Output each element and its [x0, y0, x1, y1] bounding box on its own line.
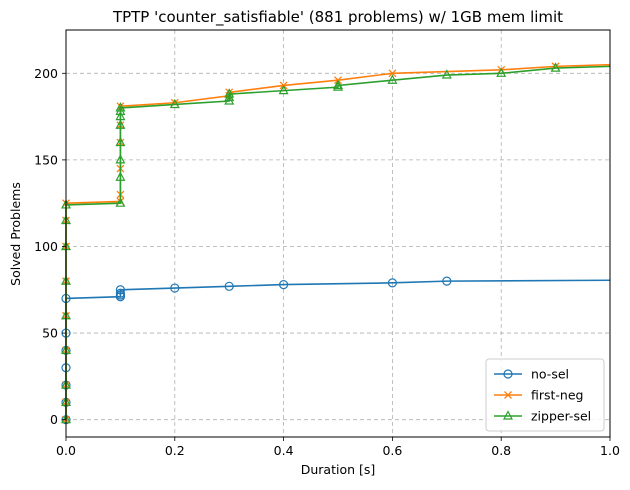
y-tick-label: 0 [50, 412, 58, 427]
data-point [169, 98, 180, 109]
y-tick-label: 100 [34, 239, 58, 254]
data-point [170, 283, 180, 293]
data-point [387, 74, 398, 84]
data-point [278, 84, 289, 95]
x-tick-label: 0.2 [165, 443, 185, 458]
data-point [388, 69, 397, 78]
x-tick-label: 0.8 [491, 443, 511, 458]
legend-label: no-sel [531, 367, 569, 382]
data-point [224, 281, 234, 291]
data-point [115, 171, 126, 181]
y-axis-label: Solved Problems [8, 182, 23, 286]
y-axis: 0 50 100 150 200 [34, 66, 66, 427]
legend-label: zipper-sel [531, 409, 591, 424]
y-tick-label: 150 [34, 152, 58, 167]
legend: no-sel first-neg zipper-sel [485, 358, 605, 432]
x-tick-label: 1.0 [600, 443, 620, 458]
legend-box [485, 358, 605, 432]
data-point [441, 69, 452, 79]
data-point [115, 197, 126, 207]
x-axis-label: Duration [s] [301, 462, 376, 477]
y-tick-label: 200 [34, 66, 58, 81]
legend-marker [503, 410, 513, 420]
legend-marker [504, 391, 512, 399]
data-point [333, 79, 343, 90]
data-point [550, 62, 561, 72]
x-tick-label: 0.0 [56, 443, 76, 458]
chart-title: TPTP 'counter_satisfiable' (881 problems… [112, 8, 563, 27]
x-tick-label: 0.6 [382, 443, 402, 458]
x-axis: 0.0 0.2 0.4 0.6 0.8 1.0 [56, 437, 620, 458]
data-point [224, 88, 235, 98]
y-tick-label: 50 [42, 326, 58, 341]
legend-item-zipper-sel: zipper-sel [494, 409, 591, 424]
data-point [115, 102, 126, 112]
data-point [442, 276, 452, 286]
data-point [387, 278, 397, 288]
data-point [496, 67, 507, 77]
legend-item-first-neg: first-neg [494, 388, 583, 403]
legend-item-no-sel: no-sel [494, 367, 569, 382]
data-point [115, 110, 126, 121]
data-point [115, 154, 126, 164]
plot-frame [65, 29, 611, 438]
data-point [115, 136, 126, 147]
data-point [115, 288, 126, 298]
legend-marker [503, 369, 513, 379]
data-point [115, 285, 126, 295]
data-point [279, 279, 289, 290]
data-point [333, 81, 343, 91]
legend-label: first-neg [531, 388, 583, 403]
x-tick-label: 0.4 [274, 443, 294, 458]
data-point [115, 119, 126, 129]
